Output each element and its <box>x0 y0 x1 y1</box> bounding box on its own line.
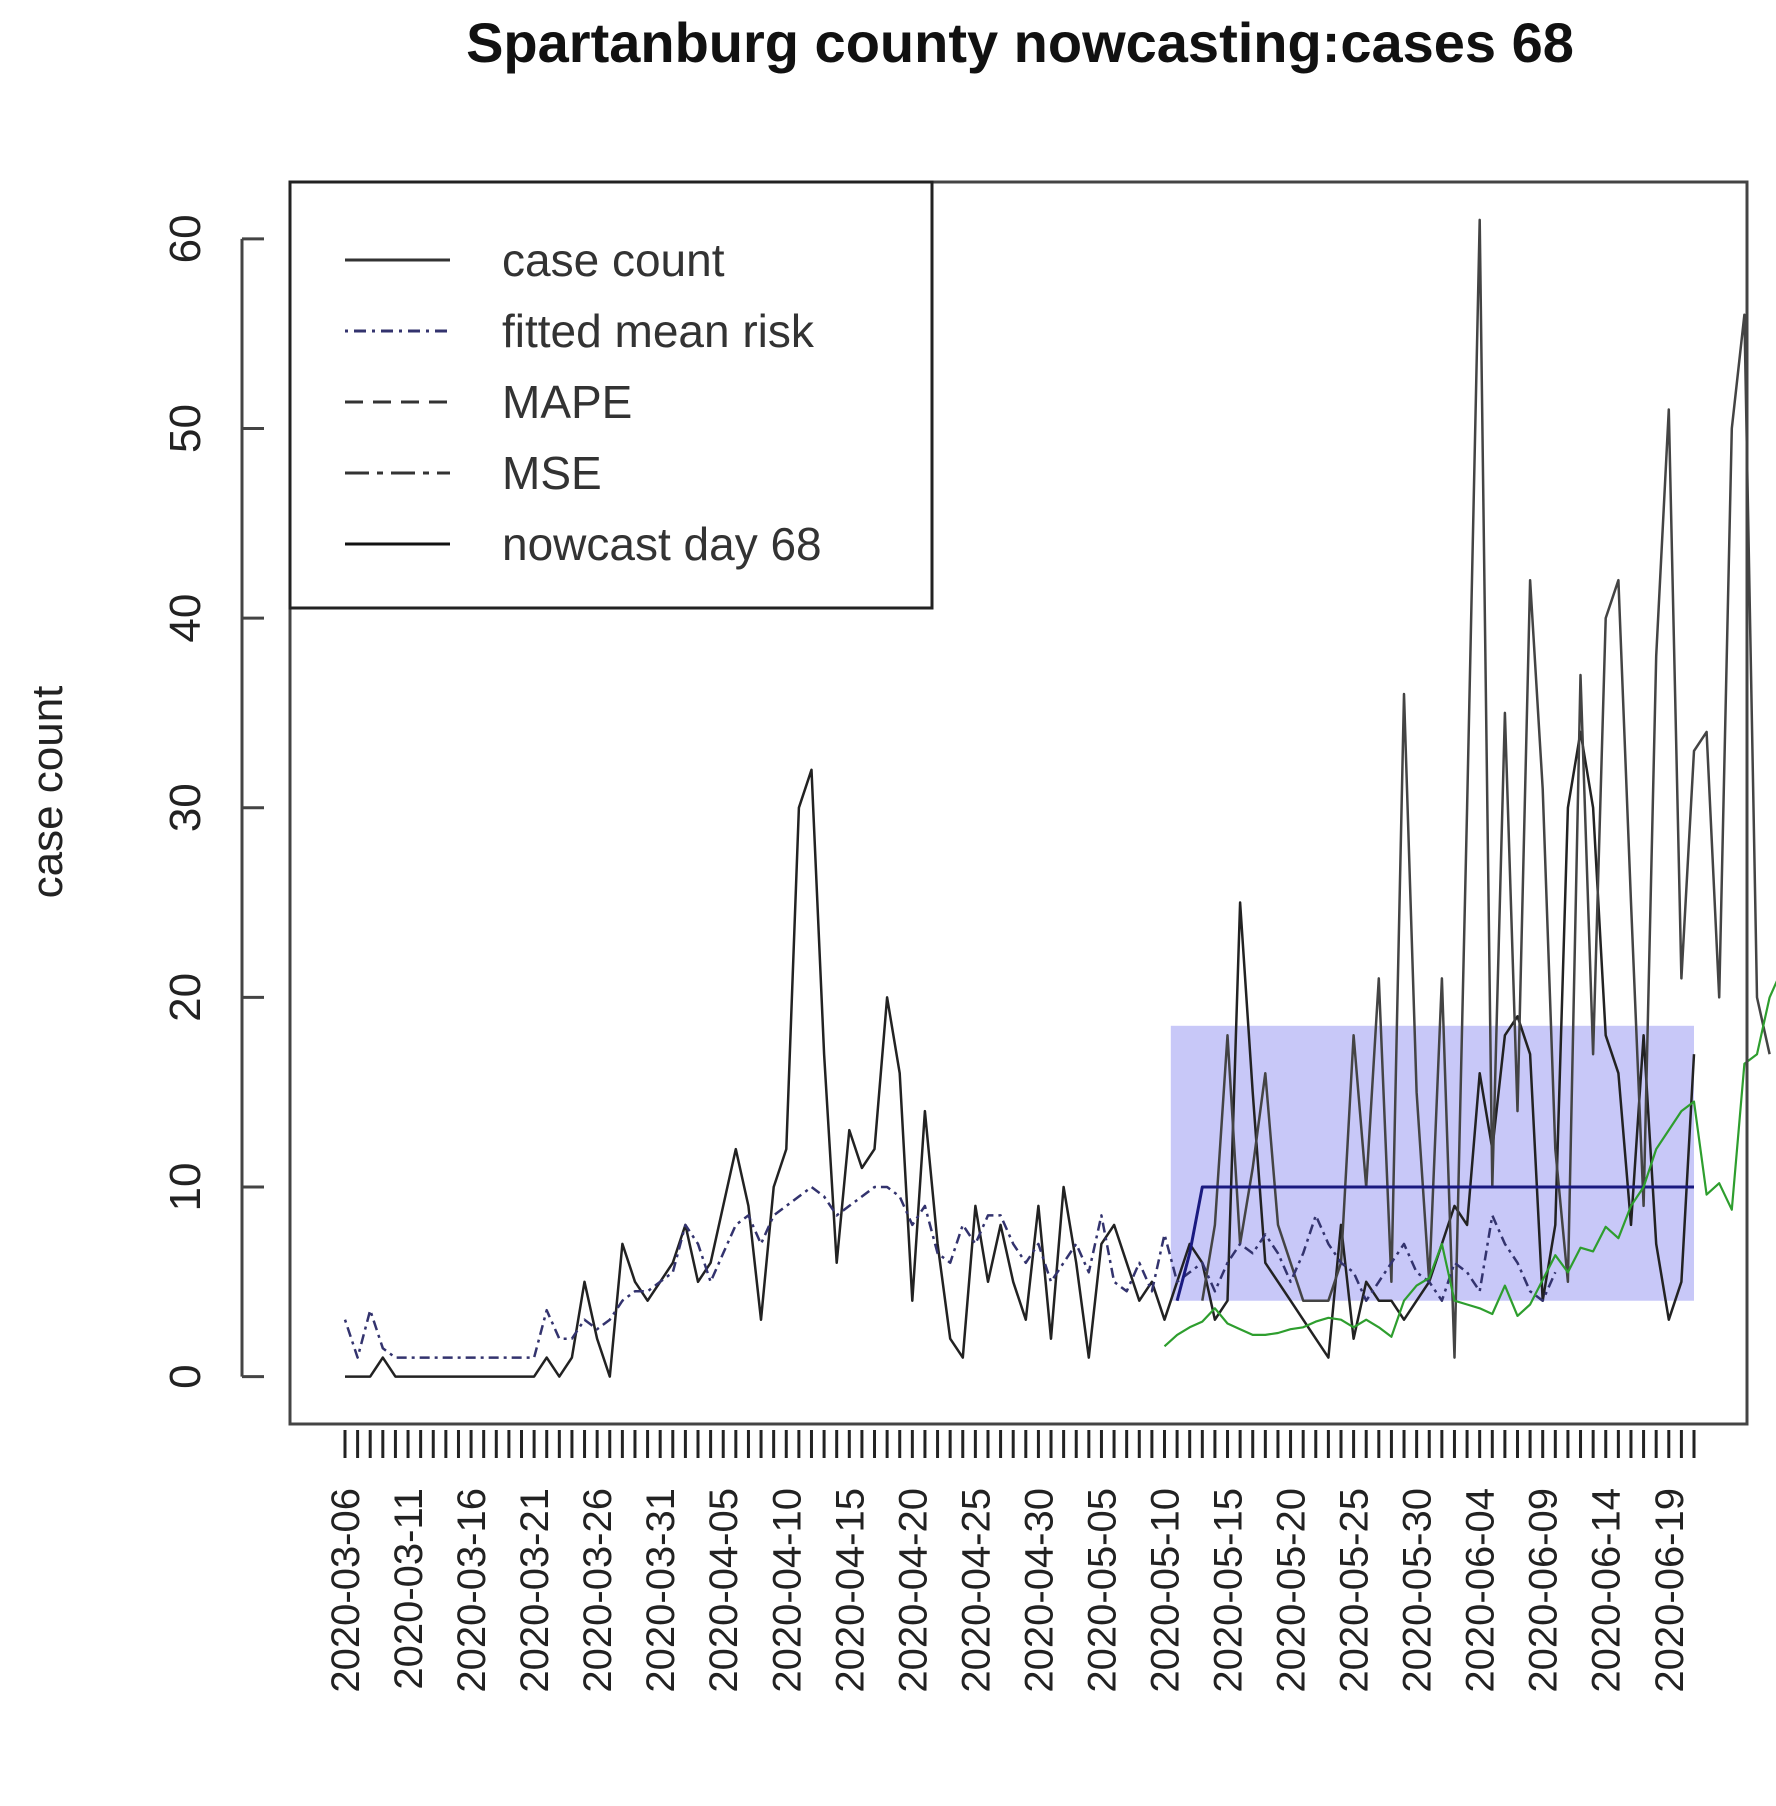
x-tick-label: 2020-03-16 <box>450 1488 494 1693</box>
x-tick-label: 2020-04-05 <box>702 1488 746 1693</box>
x-tick-label: 2020-04-15 <box>828 1488 872 1693</box>
series-nowcast-line <box>1175 1185 1694 1302</box>
y-axis: 0 10 20 30 40 50 60 <box>161 214 264 1389</box>
legend: case count fitted mean risk MAPE MSE nowcast… <box>288 180 934 610</box>
legend-label: fitted mean risk <box>502 305 815 357</box>
x-tick-label: 2020-03-31 <box>639 1488 683 1693</box>
legend-box <box>288 180 934 610</box>
series-layer <box>343 218 1776 1378</box>
legend-label: MAPE <box>502 376 632 428</box>
x-tick-label: 2020-05-20 <box>1270 1488 1314 1693</box>
series-case-count-line <box>345 730 1696 1378</box>
x-tick-label: 2020-06-04 <box>1459 1488 1503 1693</box>
series-nowcast-lower-line <box>1163 980 1776 1348</box>
x-tick-label: 2020-06-14 <box>1585 1488 1629 1693</box>
y-tick-label: 60 <box>161 214 210 263</box>
series-fitted-mean-risk-line <box>343 1185 1557 1359</box>
x-tick-label: 2020-05-15 <box>1207 1488 1251 1693</box>
legend-label: nowcast day 68 <box>502 518 822 570</box>
x-tick-label: 2020-05-05 <box>1080 1488 1124 1693</box>
x-tick-label: 2020-05-10 <box>1144 1488 1188 1693</box>
x-tick-label: 2020-03-21 <box>513 1488 557 1693</box>
y-tick-label: 30 <box>161 783 210 832</box>
y-axis-label: case count <box>23 686 72 899</box>
x-axis: 2020-03-06 2020-03-11 2020-03-16 2020-03-21… <box>324 1430 1696 1693</box>
x-tick-label: 2020-06-19 <box>1648 1488 1692 1693</box>
y-tick-label: 0 <box>161 1364 210 1388</box>
x-tick-label: 2020-04-10 <box>765 1488 809 1693</box>
x-tick-label: 2020-05-30 <box>1396 1488 1440 1693</box>
y-tick-label: 50 <box>161 404 210 453</box>
x-tick-label: 2020-03-06 <box>324 1488 368 1693</box>
legend-label: MSE <box>502 447 602 499</box>
x-tick-label: 2020-03-26 <box>576 1488 620 1693</box>
y-tick-label: 10 <box>161 1163 210 1212</box>
plot-frame <box>288 180 1749 1426</box>
x-tick-label: 2020-04-25 <box>954 1488 998 1693</box>
x-tick-label: 2020-05-25 <box>1333 1488 1377 1693</box>
x-tick-label: 2020-06-09 <box>1522 1488 1566 1693</box>
x-tick-label: 2020-04-20 <box>891 1488 935 1693</box>
x-tick-label: 2020-04-30 <box>1017 1488 1061 1693</box>
series-case-count-detail-line <box>1201 218 1771 1359</box>
x-tick-label: 2020-03-11 <box>387 1488 431 1690</box>
legend-label: case count <box>502 234 725 286</box>
chart-title: Spartanburg county nowcasting:cases 68 <box>466 11 1574 74</box>
y-tick-label: 40 <box>161 594 210 643</box>
y-tick-label: 20 <box>161 973 210 1022</box>
